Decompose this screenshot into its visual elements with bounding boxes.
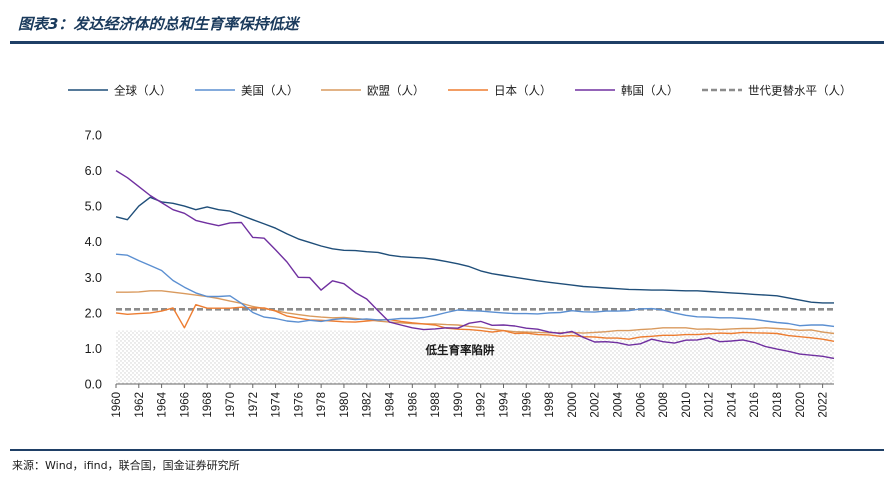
series-line-eu [116, 290, 835, 335]
x-tick-label: 2010 [681, 392, 693, 418]
x-tick-label: 2000 [567, 392, 579, 418]
source-note: 来源：Wind，ifind，联合国，国金证券研究所 [12, 459, 240, 472]
x-tick-label: 1970 [225, 392, 237, 418]
x-tick-label: 1986 [407, 392, 419, 418]
series-lines [115, 170, 835, 360]
y-tick-label: 6.0 [85, 164, 102, 178]
x-tick-label: 1964 [157, 391, 169, 417]
x-tick-label: 1966 [179, 392, 191, 418]
axes: 0.0 1.0 2.0 3.0 4.0 5.0 6.0 7.0 1960 1962 1964 1966… [85, 129, 834, 418]
x-tick-label: 1988 [430, 392, 442, 418]
x-tick-label: 2002 [590, 392, 602, 418]
x-tick-label: 1968 [202, 392, 214, 418]
chart-title: 图表3：发达经济体的总和生育率保持低迷 [18, 15, 299, 33]
x-tick-label: 1972 [248, 392, 260, 418]
x-tick-label: 1982 [362, 392, 374, 418]
x-tick-label: 1960 [111, 392, 123, 418]
x-tick-label: 2022 [818, 392, 830, 418]
y-tick-label: 0.0 [85, 378, 102, 392]
x-tick-label: 1984 [385, 391, 397, 417]
x-tick-label: 2014 [726, 391, 738, 417]
x-tick-label: 2020 [795, 392, 807, 418]
legend-label-korea: 韩国（人） [621, 84, 679, 98]
x-tick-label: 1978 [316, 392, 328, 418]
x-tick-label: 1992 [476, 392, 488, 418]
y-tick-label: 1.0 [85, 342, 102, 356]
x-tick-label: 1990 [453, 392, 465, 418]
x-tick-label: 1994 [498, 391, 510, 417]
series-line-world [115, 196, 834, 304]
x-tick-label: 1976 [293, 392, 305, 418]
legend-label-usa: 美国（人） [241, 84, 299, 98]
x-tick-label: 2008 [658, 392, 670, 418]
low-fertility-zone: 低生育率陷阱 [116, 330, 834, 384]
x-tick-label: 2012 [704, 392, 716, 418]
y-tick-label: 7.0 [85, 129, 102, 143]
x-tick-label: 2006 [635, 392, 647, 418]
series-line-usa [115, 253, 835, 328]
series-line-japan [115, 304, 835, 342]
x-tick-label: 2018 [772, 392, 784, 418]
legend-label-world: 全球（人） [114, 84, 172, 98]
legend: 全球（人） 美国（人） 欧盟（人） 日本（人） 韩国（人） 世代更替水平（人） [68, 84, 852, 98]
y-tick-label: 2.0 [85, 306, 102, 320]
x-tick-label: 2016 [749, 392, 761, 418]
x-tick-label: 1962 [134, 392, 146, 418]
low-fertility-zone-fill [116, 330, 834, 384]
x-tick-label: 1996 [521, 392, 533, 418]
low-fertility-zone-label: 低生育率陷阱 [425, 343, 495, 357]
x-tick-label: 1998 [544, 392, 556, 418]
footer-divider [10, 449, 884, 451]
y-tick-label: 4.0 [85, 235, 102, 249]
legend-label-replacement: 世代更替水平（人） [748, 84, 852, 98]
y-tick-label: 3.0 [85, 271, 102, 285]
x-tick-label: 1974 [271, 391, 283, 417]
y-tick-label: 5.0 [85, 200, 102, 214]
x-tick-label: 1980 [339, 392, 351, 418]
series-line-korea [115, 170, 835, 360]
x-tick-label: 2004 [612, 391, 624, 417]
legend-label-japan: 日本（人） [494, 84, 552, 98]
title-divider [10, 41, 884, 44]
legend-label-eu: 欧盟（人） [367, 84, 425, 98]
